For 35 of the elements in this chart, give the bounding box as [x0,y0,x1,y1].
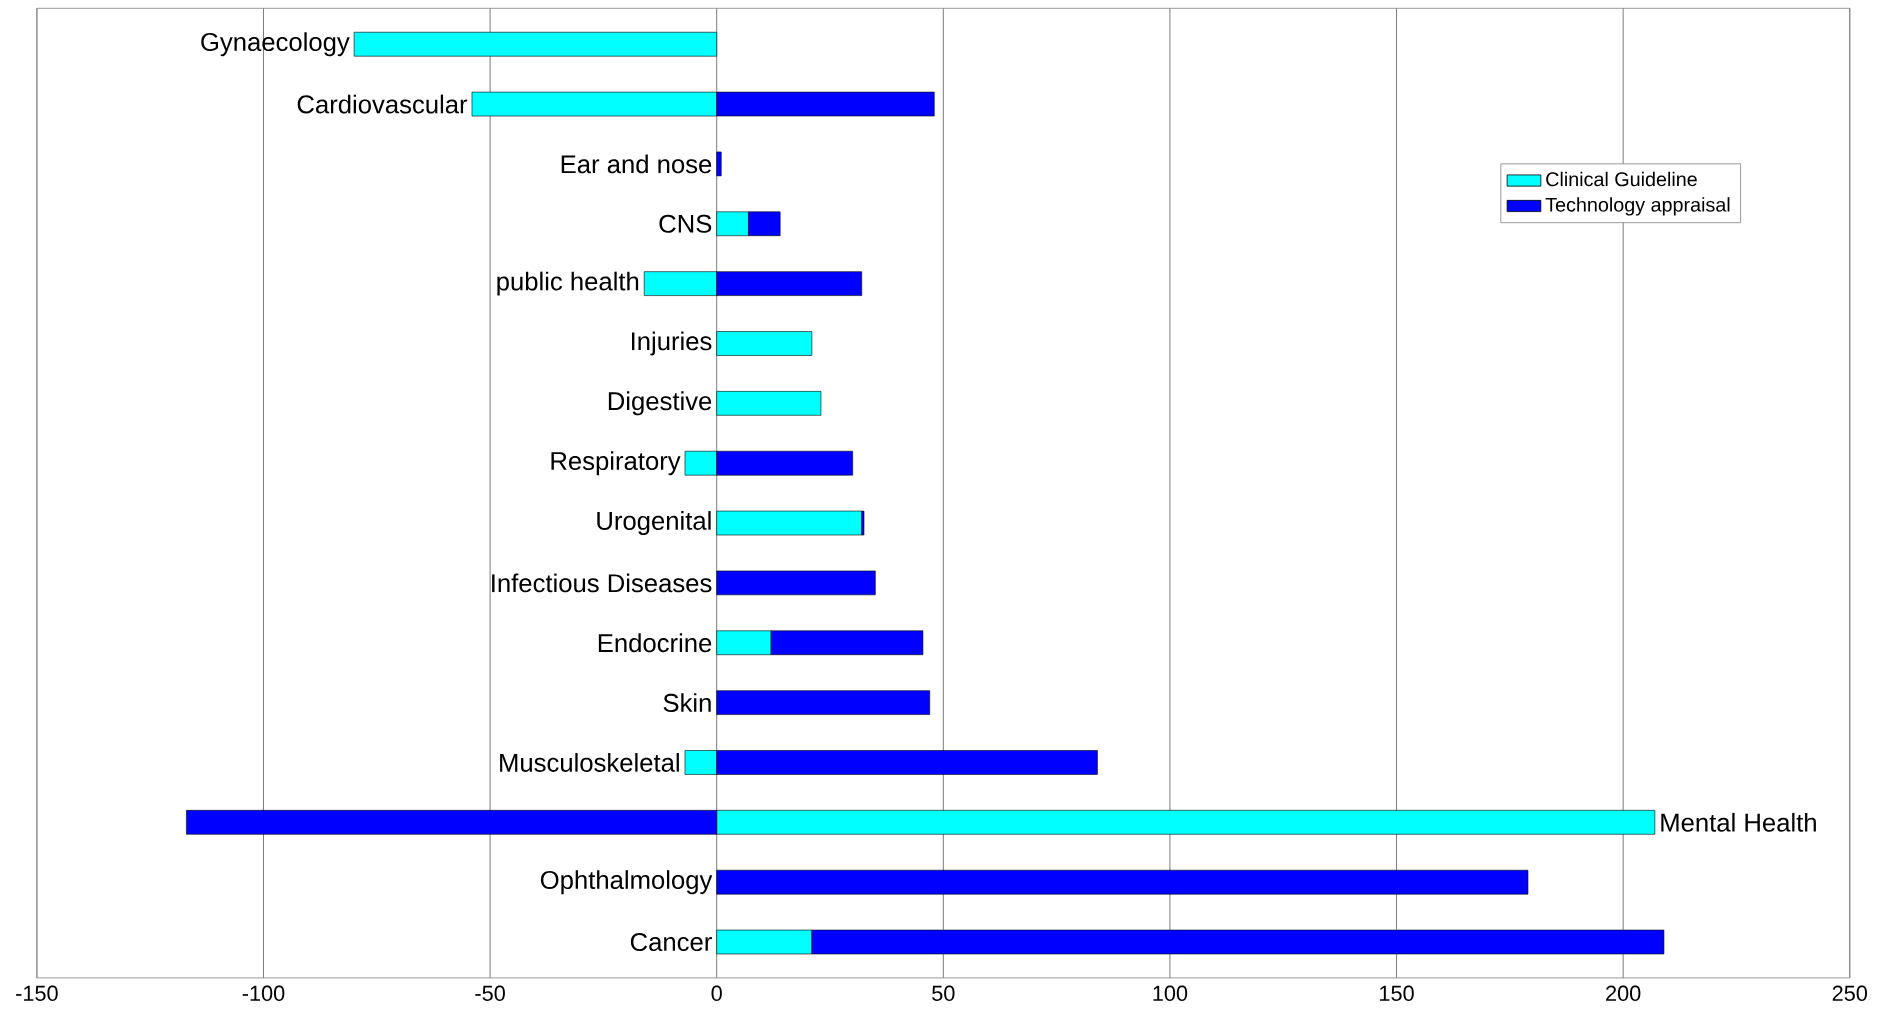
bar [716,151,722,177]
y-tick-label: Endocrine [598,633,712,653]
y-tick-label: Ophthalmology [540,870,713,895]
x-tick-label: 250 [1832,985,1868,1001]
y-tick-label: Cardiovascular [297,94,468,114]
legend-label: Clinical Guideline [1546,171,1697,187]
y-tick-label: Musculoskeletal [500,752,679,772]
x-tick-label: 50 [932,985,955,1001]
y-tick-label: Ear and nose [561,154,712,174]
y-tick-label: CNS [659,214,712,233]
x-tick-label: -100 [242,985,285,1001]
bar [716,391,822,416]
x-tick-label: 100 [1153,985,1188,1001]
y-tick-label: Digestive [608,391,712,416]
y-tick-label: Urogenital [597,511,711,535]
bar [716,331,813,356]
bar [716,690,931,715]
y-tick-label: Respiratory [551,451,681,476]
y-tick-label: public health [497,271,639,296]
x-tick-label: -150 [16,985,58,1001]
x-tick-label: 0 [711,985,722,1001]
y-tick-label: Cancer [630,932,712,952]
bar [716,570,876,596]
x-tick-label: -50 [475,985,505,1001]
y-tick-label: Skin [663,693,711,712]
y-tick-label: Mental Health [1661,812,1816,832]
bar [716,510,863,536]
bar [716,869,1529,895]
y-tick-label: Infectious Diseases [492,573,712,593]
x-tick-label: 150 [1380,985,1414,1001]
x-tick-label: 200 [1606,985,1641,1001]
bar [353,31,718,57]
y-tick-label: Injuries [631,331,712,356]
y-tick-label: Gynaecology [201,32,350,57]
legend-label: Technology appraisal [1545,197,1730,216]
